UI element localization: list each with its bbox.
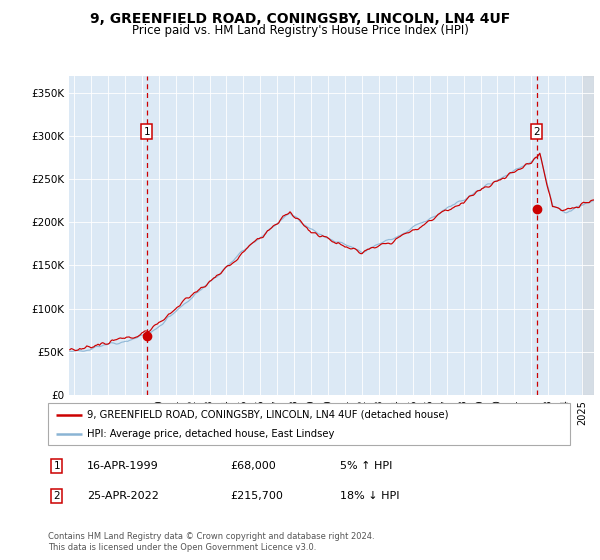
- Text: 9, GREENFIELD ROAD, CONINGSBY, LINCOLN, LN4 4UF (detached house): 9, GREENFIELD ROAD, CONINGSBY, LINCOLN, …: [87, 409, 449, 419]
- Text: 1: 1: [53, 461, 60, 471]
- Text: HPI: Average price, detached house, East Lindsey: HPI: Average price, detached house, East…: [87, 429, 335, 439]
- Bar: [582, 76, 594, 395]
- Text: 5% ↑ HPI: 5% ↑ HPI: [340, 461, 392, 471]
- Text: 18% ↓ HPI: 18% ↓ HPI: [340, 491, 400, 501]
- Text: 9, GREENFIELD ROAD, CONINGSBY, LINCOLN, LN4 4UF: 9, GREENFIELD ROAD, CONINGSBY, LINCOLN, …: [90, 12, 510, 26]
- Text: 25-APR-2022: 25-APR-2022: [87, 491, 159, 501]
- Text: 16-APR-1999: 16-APR-1999: [87, 461, 159, 471]
- Text: 2: 2: [533, 127, 540, 137]
- Text: £68,000: £68,000: [230, 461, 277, 471]
- Text: 2: 2: [53, 491, 60, 501]
- Text: £215,700: £215,700: [230, 491, 284, 501]
- FancyBboxPatch shape: [48, 403, 570, 445]
- Text: This data is licensed under the Open Government Licence v3.0.: This data is licensed under the Open Gov…: [48, 543, 316, 552]
- Text: 1: 1: [143, 127, 150, 137]
- Text: Contains HM Land Registry data © Crown copyright and database right 2024.: Contains HM Land Registry data © Crown c…: [48, 532, 374, 541]
- Text: Price paid vs. HM Land Registry's House Price Index (HPI): Price paid vs. HM Land Registry's House …: [131, 24, 469, 36]
